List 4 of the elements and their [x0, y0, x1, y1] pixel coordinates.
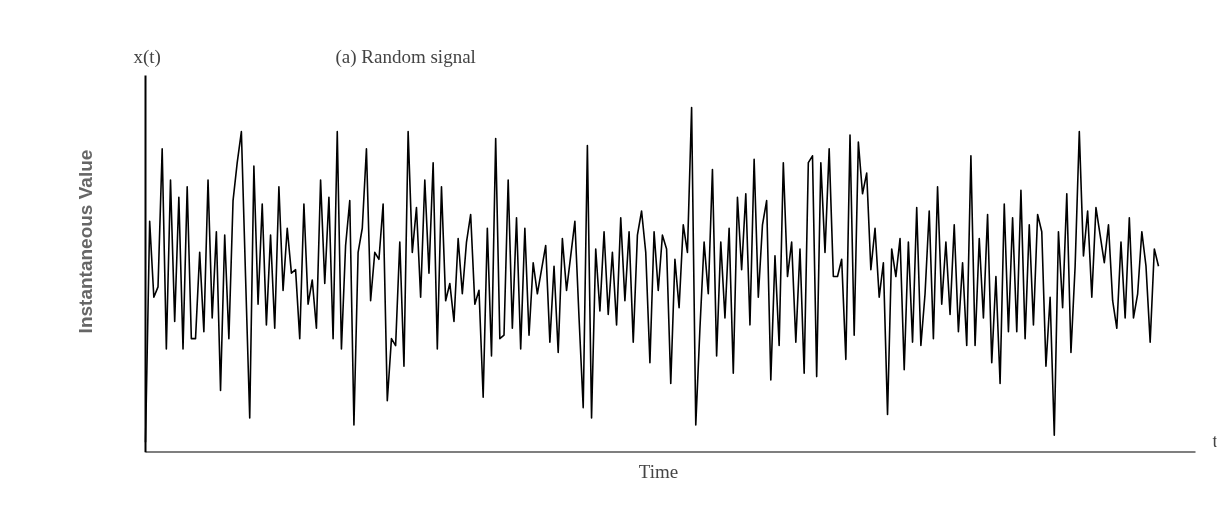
- chart-title: (a) Random signal: [335, 45, 476, 68]
- text: x(t): [133, 45, 161, 68]
- x-axis-title: Time: [638, 460, 679, 482]
- y-axis-title: Instantaneous Value: [74, 149, 96, 334]
